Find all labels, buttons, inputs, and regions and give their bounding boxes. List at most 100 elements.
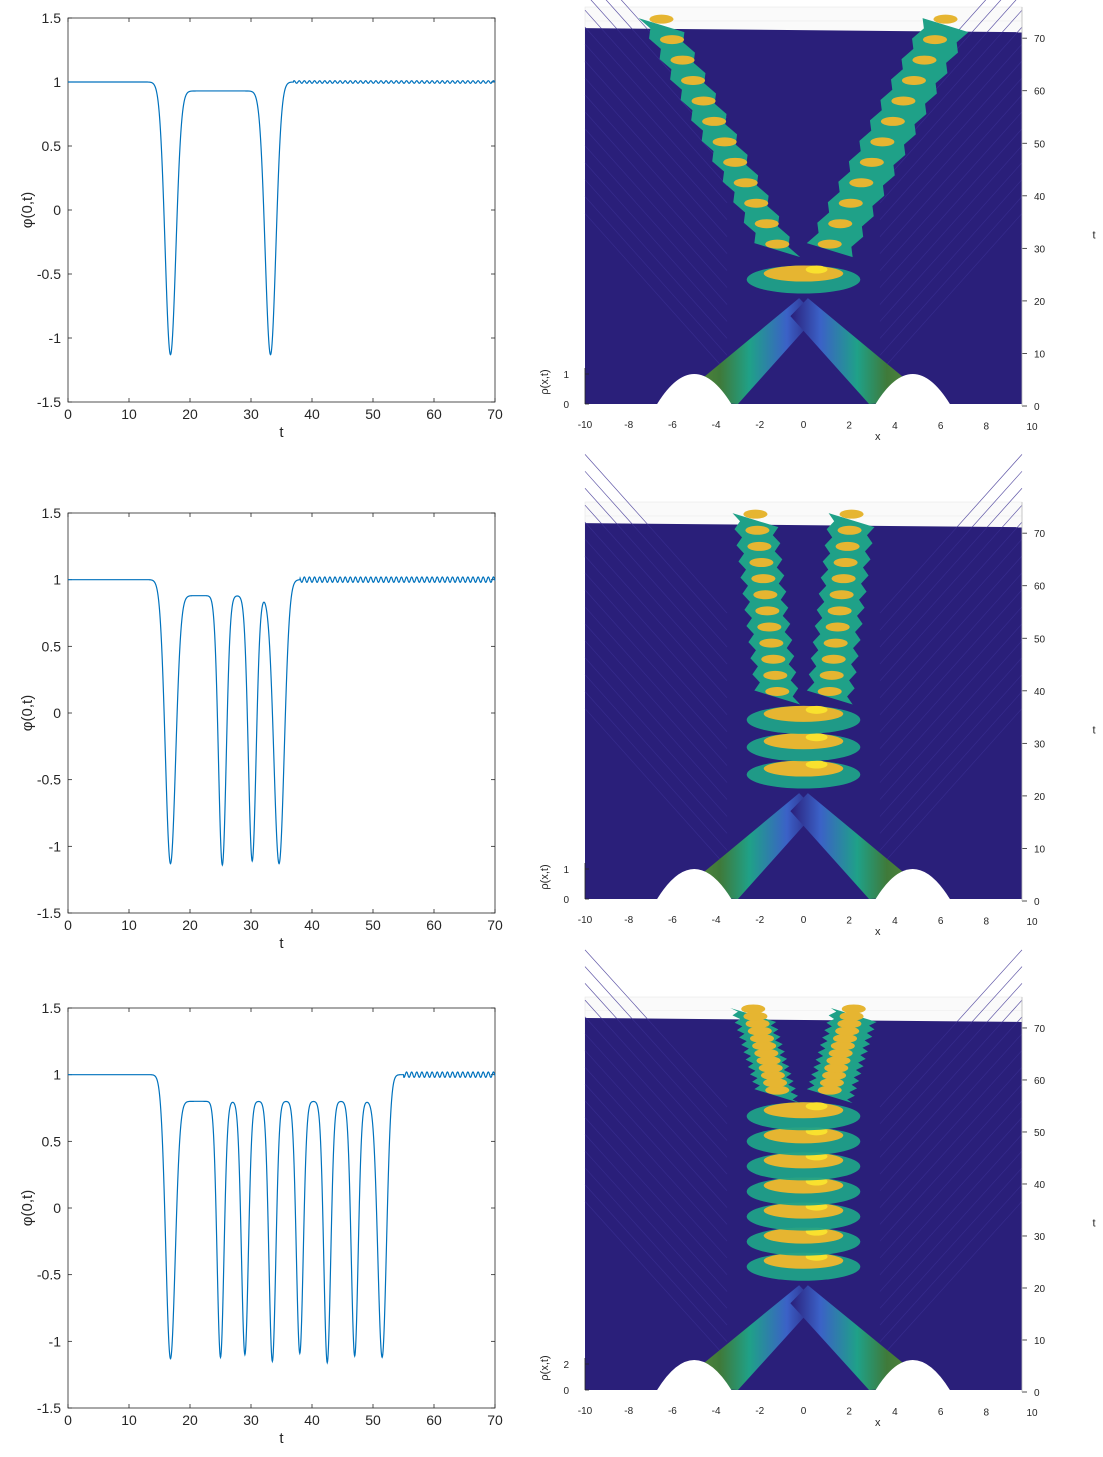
outgoing-crest <box>743 509 768 519</box>
outgoing-kink-right <box>806 18 969 258</box>
x-tick-label: 0 <box>64 406 72 422</box>
t-tick-label: 50 <box>1034 634 1046 645</box>
plot-frame <box>67 1007 496 1409</box>
t-tick-label: 30 <box>1034 244 1046 255</box>
radiation-streak <box>584 1134 728 1292</box>
outgoing-crest <box>681 76 706 86</box>
t-tick-label: 20 <box>1034 792 1046 803</box>
x-tick-label: 6 <box>938 916 944 927</box>
t-tick-label: 40 <box>1034 192 1046 203</box>
x-tick-label: -6 <box>668 420 677 431</box>
radiation-streak <box>584 213 728 373</box>
x-tick-label: -8 <box>624 1406 633 1417</box>
radiation-streak <box>879 949 1023 1108</box>
outgoing-crest <box>827 606 852 616</box>
bounce-blob-top <box>763 1102 844 1119</box>
y-tick-label: 1.5 <box>42 505 62 521</box>
outgoing-crest <box>829 590 854 600</box>
z-tick-label: 1 <box>563 370 569 381</box>
radiation-streak <box>879 1033 1023 1192</box>
outgoing-crest <box>828 219 853 229</box>
initial-kink-profile <box>657 1360 732 1390</box>
y-tick-label: -1 <box>49 1333 62 1349</box>
outgoing-crest <box>761 654 786 664</box>
outgoing-crest <box>817 1085 842 1095</box>
radiation-streak <box>879 213 1023 373</box>
outgoing-crest <box>756 1056 781 1066</box>
x-tick-label: -10 <box>578 1406 593 1417</box>
outgoing-crest <box>819 670 844 680</box>
z-axis-label: ρ(x,t) <box>539 1355 551 1380</box>
radiation-streak <box>584 983 728 1141</box>
x-tick-label: 4 <box>892 421 898 432</box>
z-axis-label: ρ(x,t) <box>539 864 551 889</box>
x-tick-label: 2 <box>846 1406 852 1417</box>
t-tick-label: 50 <box>1034 139 1046 150</box>
radiation-streak <box>584 60 728 221</box>
outgoing-crest <box>765 1085 790 1095</box>
radiation-streak <box>584 555 728 716</box>
bounce-blob-top <box>763 760 844 777</box>
outgoing-crest <box>758 1063 783 1073</box>
outgoing-crest <box>749 558 774 568</box>
radiation-streak <box>879 983 1023 1141</box>
y-tick-label: 1.5 <box>42 1000 62 1016</box>
x-tick-label: 50 <box>365 917 381 933</box>
radiation-streak <box>879 1100 1023 1259</box>
outgoing-crest <box>826 1056 851 1066</box>
x-tick-label: -6 <box>668 1406 677 1417</box>
outgoing-crest <box>835 541 860 551</box>
outgoing-crest <box>755 606 780 616</box>
radiation-streak <box>584 1150 728 1309</box>
radiation-streak <box>584 488 728 648</box>
phi-chart-line-2: 0 10 20 30 40 50 60 70 1.5 1 0.5 0 -0.5 -1 -1.5 t φ(0,t) <box>19 505 503 952</box>
radiation-streak <box>879 145 1023 305</box>
outgoing-crest <box>833 558 858 568</box>
radiation-streak <box>584 128 728 288</box>
t-tick-label: 30 <box>1034 739 1046 750</box>
outgoing-crest <box>733 178 758 188</box>
radiation-streak <box>879 128 1023 288</box>
outgoing-crest <box>763 1078 788 1088</box>
initial-kink-profile <box>875 869 950 899</box>
bounce-blob-top <box>763 733 844 750</box>
t-axis-label: t <box>1092 1217 1095 1229</box>
radiation-streak <box>584 111 728 271</box>
y-axis-label: φ(0,t) <box>19 1190 36 1226</box>
radiation-streak <box>879 966 1023 1125</box>
outgoing-kink-left <box>638 18 801 258</box>
radiation-streak <box>584 179 728 339</box>
radiation-streak <box>879 589 1023 749</box>
x-tick-label: 10 <box>1026 422 1038 433</box>
x-tick-label: 60 <box>426 1412 442 1428</box>
radiation-streak <box>584 589 728 749</box>
x-tick-label: 20 <box>182 917 198 933</box>
y-tick-label: -1 <box>49 330 62 346</box>
outgoing-crest <box>901 76 926 86</box>
radiation-streak <box>879 454 1023 614</box>
y-tick-label: 1 <box>53 572 61 588</box>
t-tick-label: 60 <box>1034 582 1046 593</box>
radiation-streak <box>584 1033 728 1192</box>
x-tick-label: -2 <box>755 1406 764 1417</box>
initial-kink-profile <box>875 1360 950 1390</box>
radiation-streak <box>879 538 1023 699</box>
bounce-peak <box>805 733 828 742</box>
radiation-streak <box>584 162 728 322</box>
x-tick-label: 0 <box>64 917 72 933</box>
outgoing-crest <box>765 239 790 249</box>
radiation-streak <box>879 1184 1023 1343</box>
outgoing-crest <box>747 1026 772 1036</box>
x-tick-label: 4 <box>892 916 898 927</box>
x-tick-label: 40 <box>304 917 320 933</box>
outgoing-crest <box>817 687 842 696</box>
x-tick-label: -2 <box>755 915 764 926</box>
x-tick-label: -4 <box>712 915 721 926</box>
rho-surface-surface-3: -10 -8 -6 -4 -2 0 2 4 6 8 10 x 0 10 20 30 40 50 60 70 t 0 2 ρ(x… <box>539 949 1096 1429</box>
x-tick-label: -10 <box>578 420 593 431</box>
z-tick-label: 2 <box>563 1360 569 1371</box>
radiation-streak <box>879 572 1023 732</box>
radiation-streak <box>879 623 1023 783</box>
outgoing-crest <box>754 219 779 229</box>
radiation-streak <box>879 111 1023 271</box>
